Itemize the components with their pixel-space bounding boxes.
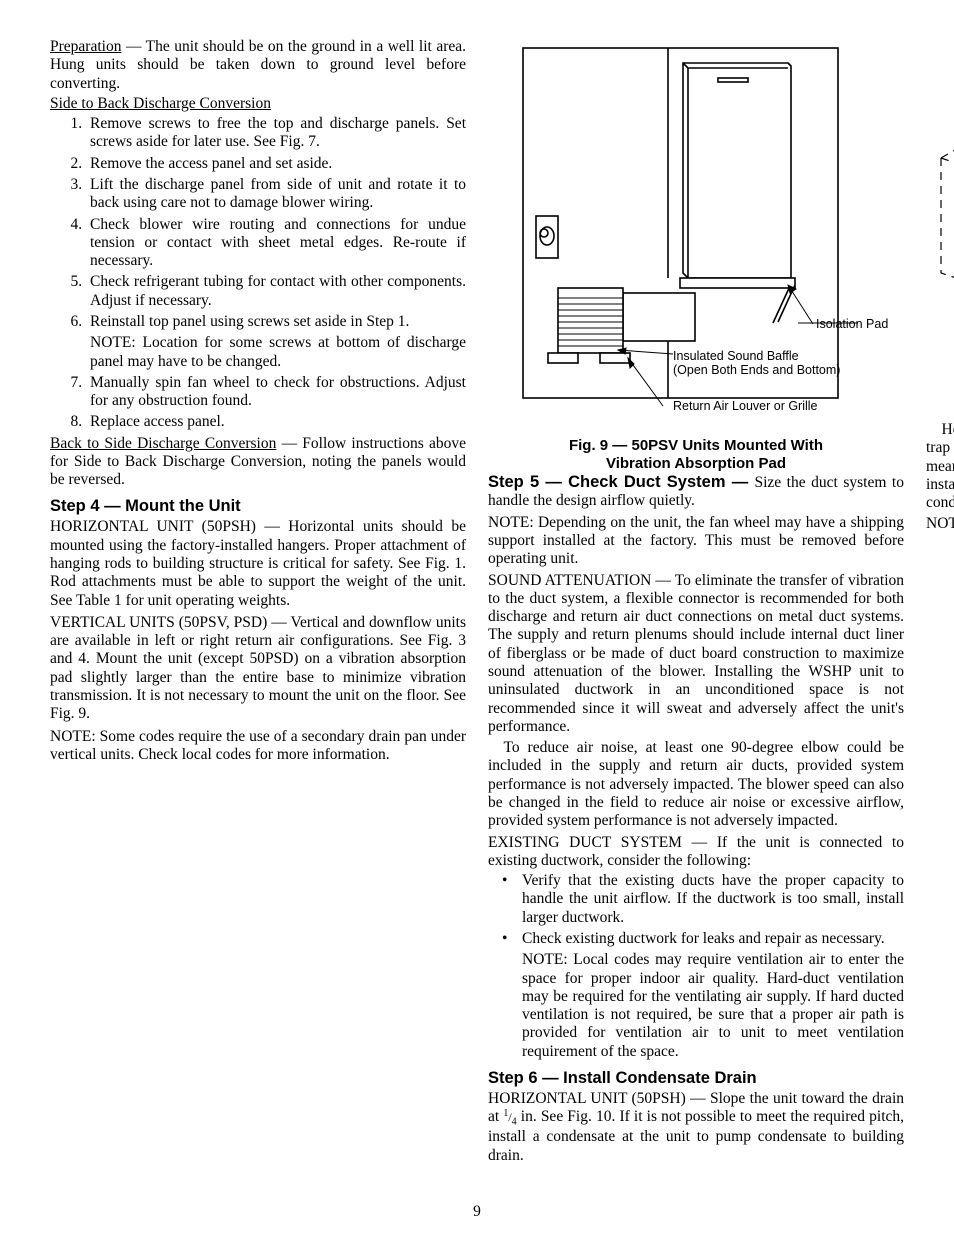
two-column-body: Preparation — The unit should be on the … [50, 38, 904, 1178]
step5-note1: NOTE: Depending on the unit, the fan whe… [488, 514, 904, 569]
fig9-label-louver: Return Air Louver or Grille [673, 399, 818, 413]
step4-p2: VERTICAL UNITS (50PSV, PSD) — Vertical a… [50, 614, 466, 724]
fig9-label-baffle2: (Open Both Ends and Bottom) [673, 363, 840, 377]
list-item-text: Check existing ductwork for leaks and re… [522, 930, 885, 947]
step5-air: To reduce air noise, at least one 90-deg… [488, 739, 904, 830]
step4-p1: HORIZONTAL UNIT (50PSH) — Horizontal uni… [50, 518, 466, 609]
list-item: Verify that the existing ducts have the … [512, 872, 904, 927]
step5-exist: EXISTING DUCT SYSTEM — If the unit is co… [488, 834, 904, 871]
page: Preparation — The unit should be on the … [0, 0, 954, 1235]
list-item: Manually spin fan wheel to check for obs… [86, 374, 466, 411]
list-item: Remove screws to free the top and discha… [86, 115, 466, 152]
b2s-label: Back to Side Discharge Conversion [50, 435, 276, 452]
preparation-label: Preparation [50, 38, 121, 55]
list-item: Reinstall top panel using screws set asi… [86, 313, 466, 371]
step6-p1: HORIZONTAL UNIT (50PSH) — Slope the unit… [488, 1090, 904, 1165]
list-item: Check blower wire routing and connection… [86, 216, 466, 271]
step6-note: NOTE: Never use a pipe size smaller than… [926, 515, 954, 533]
preparation-para: Preparation — The unit should be on the … [50, 38, 466, 93]
list-item: Check refrigerant tubing for contact wit… [86, 273, 466, 310]
step5-note2: NOTE: Local codes may require ventilatio… [522, 951, 904, 1061]
list-item: Lift the discharge panel from side of un… [86, 176, 466, 213]
fig9-caption-line2: Vibration Absorption Pad [606, 455, 786, 472]
s2b-label: Side to Back Discharge Conversion [50, 95, 271, 112]
fig10-caption: Fig. 10 — Horizontal Unit Pitch [926, 387, 954, 405]
page-number: 9 [0, 1203, 954, 1221]
step4-note: NOTE: Some codes require the use of a se… [50, 728, 466, 765]
step5-sound: SOUND ATTENUATION — To eliminate the tra… [488, 572, 904, 737]
fig9-label-baffle1: Insulated Sound Baffle [673, 349, 799, 363]
fig9-caption: Fig. 9 — 50PSV Units Mounted With Vibrat… [488, 437, 904, 473]
s2b-note: NOTE: Location for some screws at bottom… [90, 334, 466, 371]
step5-heading: Step 5 — Check Duct System — [488, 473, 754, 491]
figure-9: Isolation Pad Insulated Sound Baffle (Op… [488, 38, 904, 473]
s2b-list: Remove screws to free the top and discha… [50, 115, 466, 432]
list-item-text: Reinstall top panel using screws set asi… [90, 313, 409, 330]
fig9-label-iso: Isolation Pad [816, 317, 888, 331]
list-item: Check existing ductwork for leaks and re… [512, 930, 904, 1061]
step5-bullets: Verify that the existing ducts have the … [488, 872, 904, 1061]
step6-p1b: in. See Fig. 10. If it is not possible t… [488, 1108, 904, 1163]
list-item: Remove the access panel and set aside. [86, 155, 466, 173]
b2s-para: Back to Side Discharge Conversion — Foll… [50, 435, 466, 490]
step5-para: Step 5 — Check Duct System — Size the du… [488, 473, 904, 511]
s2b-heading: Side to Back Discharge Conversion [50, 95, 466, 113]
step6-heading: Step 6 — Install Condensate Drain [488, 1069, 904, 1088]
fraction-1-4: 1/4 [503, 1110, 516, 1124]
step4-heading: Step 4 — Mount the Unit [50, 497, 466, 516]
figure-10-svg: 1/4 Pitch for Drainage Pitch Toward Drai… [926, 38, 954, 378]
figure-9-svg: Isolation Pad Insulated Sound Baffle (Op… [488, 38, 898, 428]
figure-10: 1/4 Pitch for Drainage Pitch Toward Drai… [926, 38, 954, 405]
step6-p2: Horizontal units are not internally trap… [926, 421, 954, 512]
list-item: Replace access panel. [86, 413, 466, 431]
fig9-caption-line1: Fig. 9 — 50PSV Units Mounted With [569, 437, 823, 454]
